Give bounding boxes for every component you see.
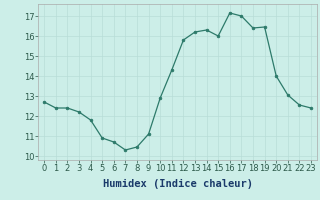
X-axis label: Humidex (Indice chaleur): Humidex (Indice chaleur): [103, 179, 252, 189]
